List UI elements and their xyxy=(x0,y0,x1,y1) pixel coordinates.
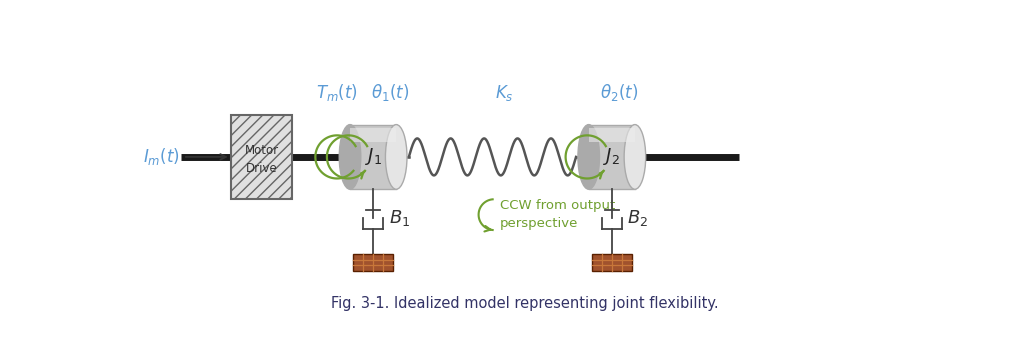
Ellipse shape xyxy=(339,125,360,189)
Text: $I_m(t)$: $I_m(t)$ xyxy=(143,146,180,168)
Ellipse shape xyxy=(625,125,646,189)
Bar xyxy=(589,125,635,189)
Bar xyxy=(350,125,396,189)
Text: $B_2$: $B_2$ xyxy=(628,208,648,228)
Bar xyxy=(589,128,635,142)
Text: $J_2$: $J_2$ xyxy=(603,146,621,168)
Text: $J_1$: $J_1$ xyxy=(365,146,382,168)
Bar xyxy=(592,254,632,271)
Text: $\theta_2(t)$: $\theta_2(t)$ xyxy=(600,82,639,103)
Bar xyxy=(353,254,393,271)
Ellipse shape xyxy=(385,125,407,189)
Text: $K_s$: $K_s$ xyxy=(495,83,513,103)
Text: CCW from output: CCW from output xyxy=(500,199,615,212)
Ellipse shape xyxy=(578,125,599,189)
Bar xyxy=(230,115,292,199)
Bar xyxy=(350,128,396,142)
Text: perspective: perspective xyxy=(500,217,579,231)
Text: $\theta_1(t)$: $\theta_1(t)$ xyxy=(371,82,410,103)
Text: Fig. 3-1. Idealized model representing joint flexibility.: Fig. 3-1. Idealized model representing j… xyxy=(331,296,719,311)
Text: Motor: Motor xyxy=(245,144,279,157)
Text: $B_1$: $B_1$ xyxy=(388,208,410,228)
Text: Drive: Drive xyxy=(246,162,278,175)
Text: $T_m(t)$: $T_m(t)$ xyxy=(315,82,358,103)
